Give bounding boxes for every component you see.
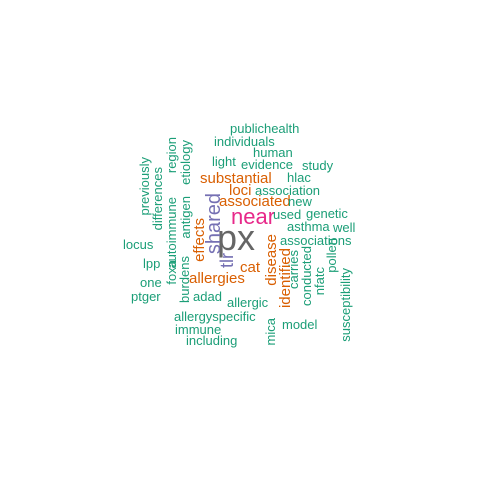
- word-publichealth: publichealth: [230, 121, 300, 136]
- word-effects: effects: [191, 218, 208, 262]
- word-well: well: [333, 220, 356, 235]
- word-burdens: burdens: [177, 256, 192, 303]
- word-tlr: tlr: [217, 253, 237, 268]
- word-individuals: individuals: [214, 134, 275, 149]
- word-genetic: genetic: [306, 206, 348, 221]
- word-evidence: evidence: [241, 157, 294, 172]
- word-adad: adad: [193, 289, 222, 304]
- word-antigen: antigen: [178, 196, 193, 239]
- word-ptger: ptger: [131, 289, 161, 304]
- word-susceptibility: susceptibility: [338, 268, 353, 342]
- word-lpp: lpp: [143, 256, 161, 271]
- word-used: used: [273, 207, 302, 222]
- word-association: association: [255, 183, 321, 198]
- word-pollen: pollen: [324, 238, 339, 273]
- word-near: near: [231, 204, 276, 229]
- word-allergies: allergies: [189, 270, 245, 287]
- word-etiology: etiology: [178, 140, 193, 185]
- word-px: px: [217, 217, 256, 258]
- word-immune: immune: [175, 322, 222, 337]
- word-one: one: [140, 275, 162, 290]
- word-associations: associations: [280, 233, 352, 248]
- word-loci: loci: [229, 182, 252, 199]
- word-locus: locus: [123, 237, 154, 252]
- word-model: model: [282, 317, 318, 332]
- word-asthma: asthma: [287, 219, 330, 234]
- word-differences: differences: [150, 167, 165, 231]
- word-human: human: [253, 145, 293, 160]
- word-hlac: hlac: [287, 170, 311, 185]
- word-cat: cat: [240, 259, 261, 276]
- word-mica: mica: [263, 318, 278, 346]
- word-study: study: [302, 158, 334, 173]
- word-new: new: [288, 194, 312, 209]
- word-region: region: [164, 137, 179, 174]
- word-allergyspecific: allergyspecific: [174, 309, 256, 324]
- word-associated: associated: [219, 193, 291, 210]
- word-light: light: [212, 154, 236, 169]
- word-including: including: [186, 333, 238, 348]
- word-substantial: substantial: [200, 170, 272, 187]
- word-allergic: allergic: [227, 295, 269, 310]
